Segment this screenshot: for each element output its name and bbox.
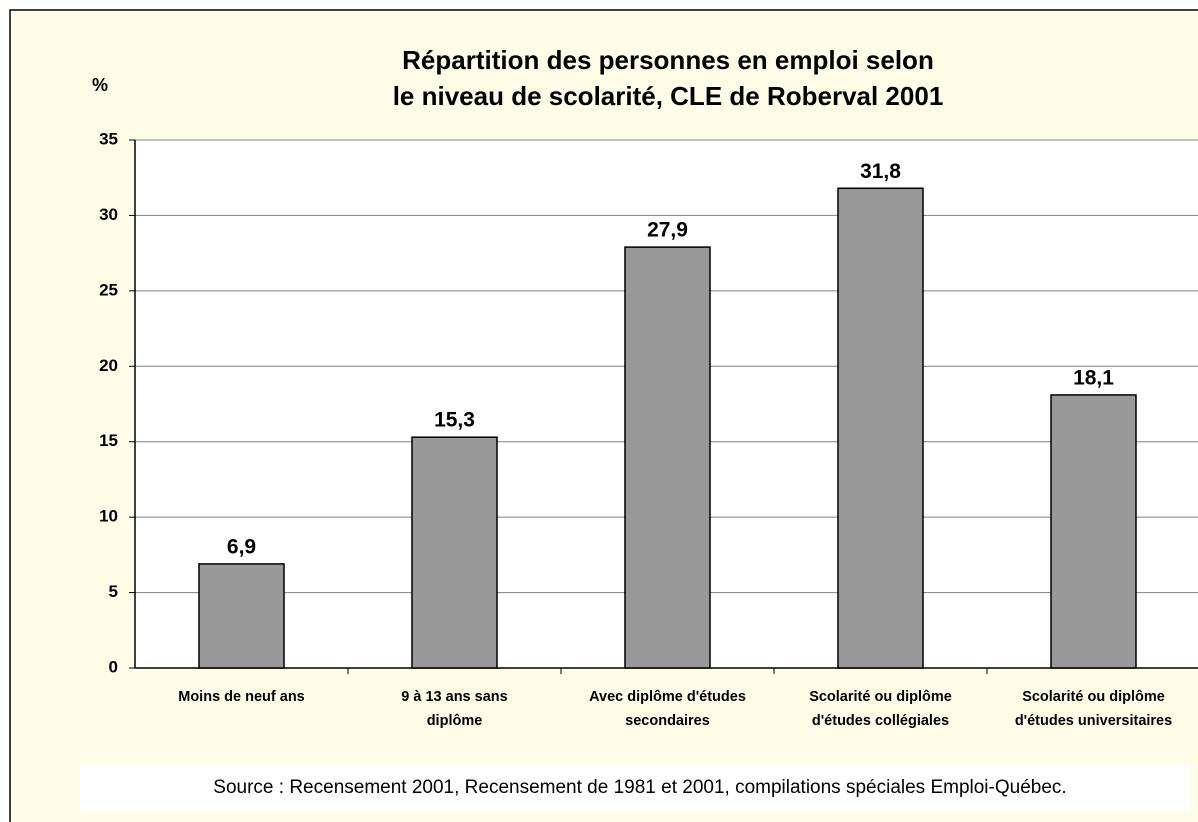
y-tick-label: 30 [99,205,118,224]
x-tick-label: Avec diplôme d'études [589,689,746,705]
bar [198,563,285,669]
bar [411,436,498,669]
source-box [80,765,1190,811]
source-note: Source : Recensement 2001, Recensement d… [213,777,1066,798]
y-axis-label: % [92,75,108,95]
data-label: 6,9 [227,535,256,558]
y-tick-label: 25 [99,280,118,299]
bar [837,187,924,669]
chart-title: le niveau de scolarité, CLE de Roberval … [393,81,944,111]
y-tick-label: 0 [109,657,118,676]
data-label: 31,8 [860,160,901,183]
x-tick-label: secondaires [625,713,710,729]
y-tick-label: 20 [99,356,118,375]
x-tick-label: Scolarité ou diplôme [1022,689,1165,705]
bar [1050,394,1137,669]
data-label: 15,3 [434,409,475,432]
y-tick-label: 35 [99,129,118,148]
bar [624,246,711,669]
x-tick-label: Scolarité ou diplôme [809,689,952,705]
x-tick-label: 9 à 13 ans sans [401,689,507,705]
x-tick-label: diplôme [427,713,483,729]
x-tick-label: d'études universitaires [1015,713,1172,729]
y-tick-label: 15 [99,431,118,450]
y-tick-label: 5 [109,582,118,601]
x-tick-label: Moins de neuf ans [178,689,305,705]
y-tick-label: 10 [99,507,118,526]
x-tick-label: d'études collégiales [812,713,949,729]
data-label: 27,9 [647,219,688,242]
chart-title: Répartition des personnes en emploi selo… [402,45,934,75]
data-label: 18,1 [1073,366,1114,389]
